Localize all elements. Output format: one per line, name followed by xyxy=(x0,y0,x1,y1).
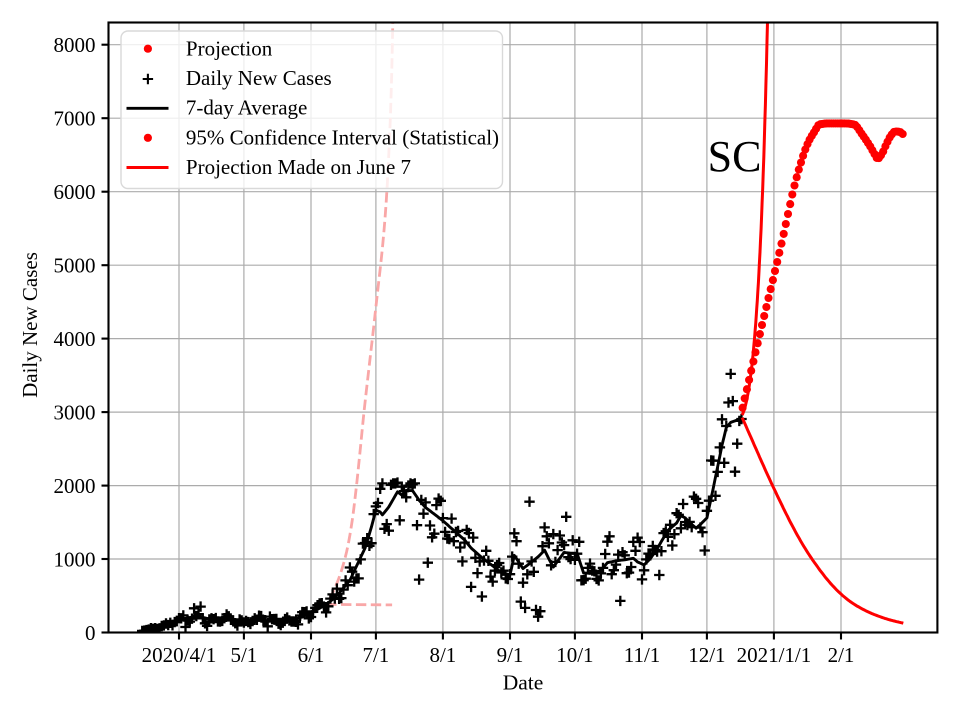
svg-text:7-day Average: 7-day Average xyxy=(186,96,307,120)
svg-text:2021/1/1: 2021/1/1 xyxy=(737,643,812,667)
svg-text:9/1: 9/1 xyxy=(497,643,524,667)
svg-text:7/1: 7/1 xyxy=(362,643,389,667)
svg-text:8/1: 8/1 xyxy=(429,643,456,667)
svg-text:Daily New Cases: Daily New Cases xyxy=(18,252,42,398)
svg-text:1000: 1000 xyxy=(54,547,96,571)
svg-text:2020/4/1: 2020/4/1 xyxy=(142,643,217,667)
svg-text:2000: 2000 xyxy=(54,474,96,498)
svg-text:Daily New Cases: Daily New Cases xyxy=(186,66,332,90)
svg-text:12/1: 12/1 xyxy=(688,643,725,667)
svg-text:7000: 7000 xyxy=(54,107,96,131)
svg-text:Date: Date xyxy=(503,671,544,695)
svg-text:3000: 3000 xyxy=(54,400,96,424)
svg-text:6/1: 6/1 xyxy=(298,643,325,667)
svg-text:0: 0 xyxy=(85,621,96,645)
svg-text:8000: 8000 xyxy=(54,33,96,57)
svg-text:6000: 6000 xyxy=(54,180,96,204)
svg-text:4000: 4000 xyxy=(54,327,96,351)
svg-text:Projection Made on June 7: Projection Made on June 7 xyxy=(186,155,411,179)
svg-text:10/1: 10/1 xyxy=(556,643,593,667)
svg-text:2/1: 2/1 xyxy=(828,643,855,667)
svg-text:SC: SC xyxy=(708,132,762,181)
svg-text:5000: 5000 xyxy=(54,254,96,278)
svg-text:95% Confidence Interval (Stati: 95% Confidence Interval (Statistical) xyxy=(186,125,499,149)
svg-text:Projection: Projection xyxy=(186,36,273,60)
svg-text:11/1: 11/1 xyxy=(624,643,661,667)
svg-text:5/1: 5/1 xyxy=(230,643,257,667)
